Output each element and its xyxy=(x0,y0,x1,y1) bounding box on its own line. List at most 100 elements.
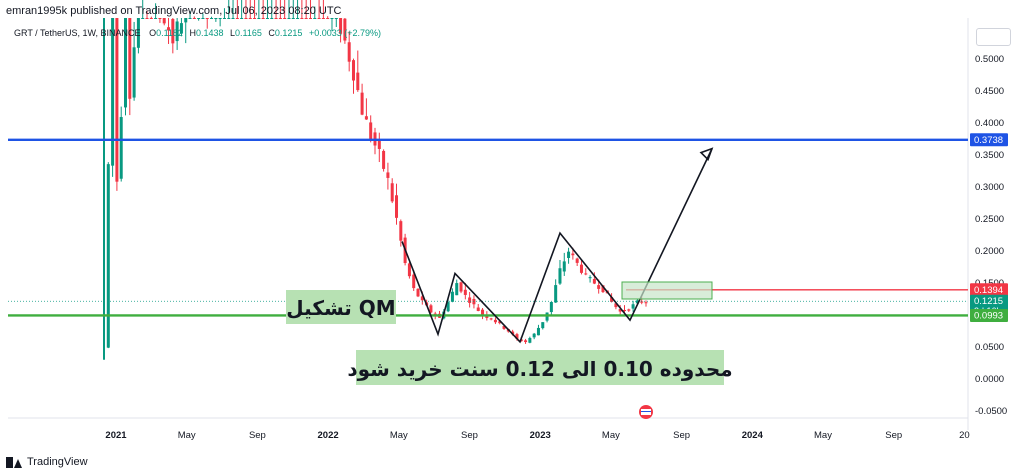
candle-body xyxy=(386,172,390,178)
candle-body xyxy=(248,18,252,19)
footer-brand: TradingView xyxy=(6,456,88,468)
candle-body xyxy=(300,18,304,19)
candle-body xyxy=(313,18,317,19)
candle-body xyxy=(141,18,145,19)
candle-body xyxy=(627,309,631,311)
candle-body xyxy=(536,327,540,336)
candle-body xyxy=(541,322,545,329)
candle-body xyxy=(106,164,110,348)
buy-zone-label: محدوده 0.10 الی 0.12 سنت خرید شود xyxy=(347,357,732,381)
price-tick-label: 0.4000 xyxy=(975,118,1004,129)
time-tick-label: 20 xyxy=(959,430,970,441)
chart-settings-button[interactable] xyxy=(976,28,1011,46)
time-tick-label: May xyxy=(814,430,832,441)
open-value: 0.1182 xyxy=(156,28,183,38)
candle-body xyxy=(416,288,420,297)
candle-body xyxy=(339,18,343,34)
price-tick-label: 0.5000 xyxy=(975,54,1004,65)
price-axis: 0.5000 0.4500 0.4000 0.3500 0.3000 0.2500 0.20… xyxy=(975,54,1007,417)
candle-body xyxy=(326,18,330,19)
arrow-head-icon xyxy=(699,147,714,162)
candle-body xyxy=(145,18,149,19)
price-tag: 0.1394 xyxy=(970,283,1008,297)
candle-body xyxy=(197,18,201,19)
candle-body xyxy=(459,282,463,292)
candle-body xyxy=(287,18,291,19)
candle-body xyxy=(382,150,386,169)
candle-body xyxy=(610,297,614,302)
candle-body xyxy=(532,333,536,338)
time-tick-label: 2023 xyxy=(530,430,551,441)
candle-body xyxy=(304,18,308,19)
candle-body xyxy=(640,301,644,303)
candle-body xyxy=(489,318,493,320)
candle-body xyxy=(136,18,140,48)
candle-body xyxy=(167,27,171,31)
candle-body xyxy=(179,23,183,34)
price-tick-label: -0.0500 xyxy=(975,406,1007,417)
candle-body xyxy=(154,18,158,19)
candle-body xyxy=(253,18,257,19)
candle-body xyxy=(463,289,467,295)
candle-body xyxy=(476,307,480,311)
candle-body xyxy=(184,18,188,23)
price-tick-label: 0.0000 xyxy=(975,374,1004,385)
horizontal-lines xyxy=(8,138,968,317)
candle-body xyxy=(446,302,450,312)
candle-body xyxy=(274,18,278,19)
time-tick-label: May xyxy=(602,430,620,441)
candle-body xyxy=(261,18,265,19)
candle-body xyxy=(351,60,355,81)
candle-body xyxy=(575,258,579,263)
candle-body xyxy=(360,92,364,115)
candle-body xyxy=(493,319,497,323)
tradingview-logo-icon xyxy=(6,456,22,468)
candle-body xyxy=(369,122,373,140)
buy-zone-annotation: محدوده 0.10 الی 0.12 سنت خرید شود xyxy=(347,350,733,385)
candle-body xyxy=(592,279,596,284)
change-value: +0.0033 (+2.79%) xyxy=(309,28,381,38)
price-tag-label: 0.3738 xyxy=(974,135,1003,146)
candle-body xyxy=(124,18,128,108)
candle-body xyxy=(579,264,583,273)
candle-body xyxy=(291,18,295,19)
candle-body xyxy=(377,139,381,149)
candle-body xyxy=(149,18,153,19)
time-tick-label: 2021 xyxy=(105,430,127,441)
time-tick-label: May xyxy=(390,430,408,441)
candle-body xyxy=(218,18,222,19)
candle-body xyxy=(222,18,226,19)
price-tag-label: 0.1394 xyxy=(974,285,1003,296)
candle-body xyxy=(455,283,459,296)
candle-body xyxy=(498,321,502,324)
candle-body xyxy=(188,18,192,19)
candle-body xyxy=(549,301,553,313)
candle-body xyxy=(412,274,416,289)
candle-body xyxy=(334,18,338,19)
price-tick-label: 0.2000 xyxy=(975,246,1004,257)
price-tick-label: 0.3000 xyxy=(975,182,1004,193)
candle-body xyxy=(257,18,261,19)
candle-body xyxy=(240,18,244,19)
candle-body xyxy=(244,18,248,19)
symbol-name: GRT / TetherUS, 1W, BINANCE xyxy=(14,28,141,38)
candle-body xyxy=(644,302,648,304)
footer-brand-label: TradingView xyxy=(27,456,88,468)
candle-body xyxy=(554,285,558,303)
candle-body xyxy=(158,18,162,19)
candle-body xyxy=(347,42,351,62)
price-tick-label: 0.3500 xyxy=(975,150,1004,161)
chart-grid xyxy=(8,18,969,430)
candle-body xyxy=(407,263,411,277)
price-tag: 0.0993 xyxy=(970,308,1008,322)
candle-body xyxy=(450,291,454,302)
price-tick-label: 0.4500 xyxy=(975,86,1004,97)
publisher-info: emran1995k published on TradingView.com,… xyxy=(6,5,342,17)
candle-body xyxy=(132,47,136,98)
candle-body xyxy=(601,285,605,293)
candle-body xyxy=(270,18,274,19)
pattern-drawings xyxy=(401,147,714,344)
candle-body xyxy=(317,18,321,19)
time-tick-label: Sep xyxy=(461,430,478,441)
